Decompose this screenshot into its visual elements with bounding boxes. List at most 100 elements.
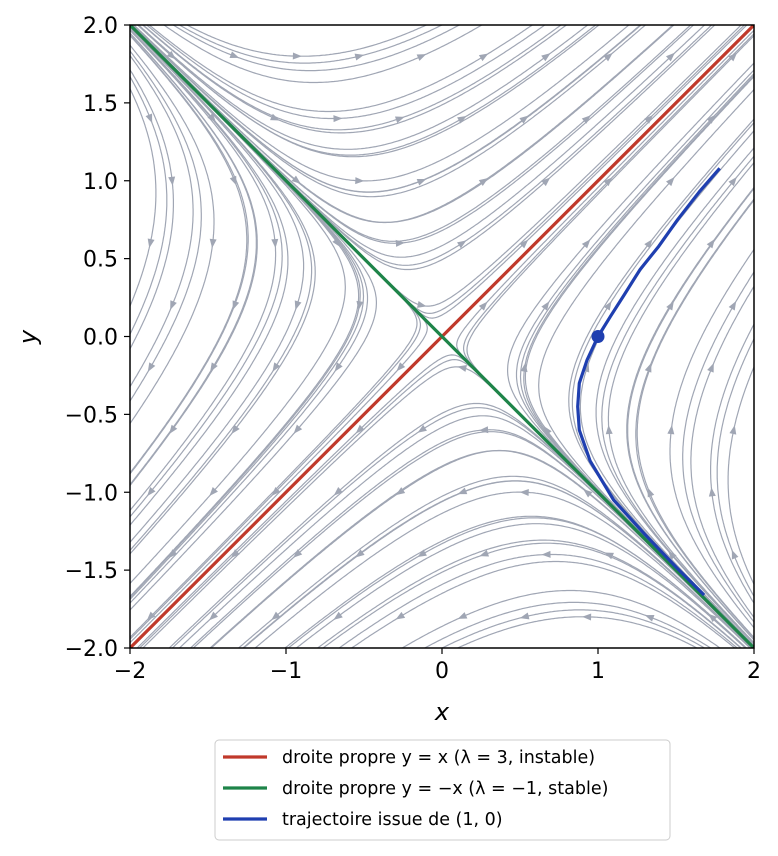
stream-arrow [146,611,156,621]
stream-arrow [169,424,178,435]
stream-line [130,28,283,518]
stream-line [142,25,562,131]
stream-arrow [541,301,550,311]
stream-arrow [355,177,365,185]
stream-arrow [644,362,652,373]
stream-arrow [583,489,593,498]
stream-arrow [604,552,614,560]
stream-arrow [728,52,738,62]
stream-arrow [417,301,427,308]
stream-arrow [333,115,343,123]
stream-arrow [581,239,591,249]
stream-arrow [541,550,551,558]
stream-arrow [478,177,489,186]
stream-arrow [644,114,654,124]
stream-arrow [519,488,529,496]
stream-line [682,271,754,623]
stream-line [317,539,742,648]
legend-label: droite propre y = −x (λ = −1, stable) [282,779,608,799]
stream-arrow [666,177,675,187]
stream-line [130,32,257,486]
stream-line [133,25,630,182]
stream-line [130,34,249,475]
stream-line [568,118,754,648]
stream-arrow [416,54,427,61]
stream-arrow [294,300,302,311]
stream-line [142,366,754,648]
x-tick-label: 2 [747,659,761,684]
y-tick-label: −2.0 [65,637,118,662]
y-tick-label: 0.5 [83,248,118,273]
stream-line [423,601,712,648]
stream-arrow [168,549,178,559]
stream-arrow [229,51,240,58]
stream-line [401,589,721,648]
stream-arrow [729,425,737,435]
stream-line [130,68,174,351]
stream-arrow [478,301,488,311]
stream-arrow [667,425,675,435]
stream-arrow [271,238,279,249]
trajectory-line [576,167,721,597]
stream-line [595,147,754,645]
stream-arrow [644,615,655,622]
stream-arrow [417,424,427,433]
stream-arrow [457,612,468,619]
stream-arrow [147,362,156,372]
stream-line [186,25,428,57]
stream-line [138,25,589,150]
stream-line [130,29,277,512]
stream-line [132,25,642,193]
stream-arrow [541,53,551,62]
stream-arrow [603,177,613,187]
stream-arrow [457,240,467,249]
y-tick-label: 1.0 [83,170,118,195]
stream-arrow [581,115,591,124]
x-tick-label: −2 [114,659,146,684]
legend: droite propre y = x (λ = 3, instable) dro… [214,739,671,841]
stream-arrow [230,549,240,559]
eigen-lines-and-trajectory [130,25,754,648]
legend-label: droite propre y = x (λ = 3, instable) [282,748,595,768]
stream-line [635,198,754,639]
y-tick-label: 1.5 [83,92,118,117]
stream-line [142,25,567,134]
stream-arrow [394,116,405,124]
stream-arrow [478,53,489,62]
stream-line [322,542,742,648]
stream-arrow [457,365,467,372]
y-tick-label: 2.0 [83,14,118,39]
stream-arrow [519,612,530,620]
stream-arrow [333,611,343,620]
stream-line [130,44,215,425]
stream-arrow [479,426,489,434]
stream-arrow [603,301,612,311]
x-axis-ticks: −2 −1 0 1 2 [114,648,761,684]
stream-arrow [147,486,156,497]
stream-arrow [708,613,718,623]
stream-line [130,25,316,555]
stream-arrow [665,52,675,62]
stream-arrow [293,549,303,558]
stream-arrow [541,177,551,187]
y-tick-label: −1.0 [65,481,118,506]
eigenline-stable [130,25,754,648]
stream-arrow [605,425,613,435]
stream-arrow [145,113,153,124]
stream-line [350,560,736,648]
stream-line [145,25,546,120]
x-tick-label: 1 [591,659,605,684]
stream-arrow [168,176,176,186]
stream-arrow [229,175,237,186]
stream-arrow [644,239,653,249]
stream-arrow [355,424,365,434]
stream-line [636,199,754,639]
stream-arrow [271,611,281,621]
stream-line [669,248,754,629]
stream-arrow [334,362,343,372]
stream-line [131,25,647,198]
stream-line [163,25,483,84]
y-axis-label: y [14,329,42,345]
stream-arrow [271,486,281,496]
